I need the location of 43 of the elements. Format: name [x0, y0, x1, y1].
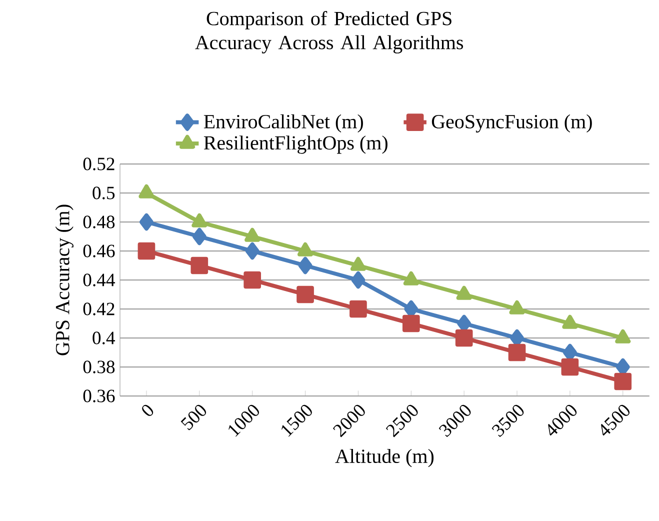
point — [351, 271, 366, 289]
x-tick-label: 500 — [180, 404, 206, 430]
legend-label: GeoSyncFusion (m) — [432, 114, 592, 133]
point — [402, 314, 420, 332]
point — [298, 242, 314, 256]
point — [614, 372, 632, 390]
point — [244, 228, 260, 242]
point — [455, 329, 473, 347]
point — [508, 344, 526, 362]
y-tick-label: 0.46 — [83, 244, 115, 258]
point — [138, 184, 154, 198]
legend-label: ResilientFlightOps (m) — [204, 136, 388, 154]
chart-title: Comparison of Predicted GPS Accuracy Across All Algorithms — [195, 11, 464, 54]
y-tick-label: 0.36 — [83, 390, 115, 402]
y-tick-label: 0.38 — [83, 360, 115, 374]
point — [244, 271, 262, 289]
legend-label: EnviroCalibNet (m) — [204, 114, 363, 132]
y-tick-label: 0.52 — [83, 158, 114, 170]
point — [350, 256, 366, 271]
point — [403, 271, 419, 286]
y-tick-label: 0.48 — [83, 216, 115, 228]
point — [350, 300, 367, 318]
point — [192, 228, 206, 246]
point — [298, 256, 312, 274]
x-tick-label: 0 — [142, 404, 154, 416]
point — [562, 314, 578, 329]
point — [139, 213, 154, 231]
point — [138, 242, 156, 260]
point — [561, 358, 579, 376]
y-tick-label: 0.44 — [83, 274, 116, 286]
point — [456, 286, 472, 300]
point — [509, 300, 525, 314]
x-tick-label: 4000 — [548, 404, 577, 436]
point — [190, 256, 208, 274]
point — [192, 213, 208, 228]
y-tick-label: 0.5 — [92, 186, 115, 200]
y-axis-title: GPS Accuracy (m) — [55, 204, 74, 356]
x-axis-title: Altitude (m) — [335, 448, 434, 468]
x-tick-label: 4500 — [601, 404, 630, 436]
y-tick-label: 0.4 — [92, 332, 116, 344]
point — [296, 286, 314, 304]
y-tick-label: 0.42 — [83, 302, 114, 316]
point — [245, 242, 260, 260]
